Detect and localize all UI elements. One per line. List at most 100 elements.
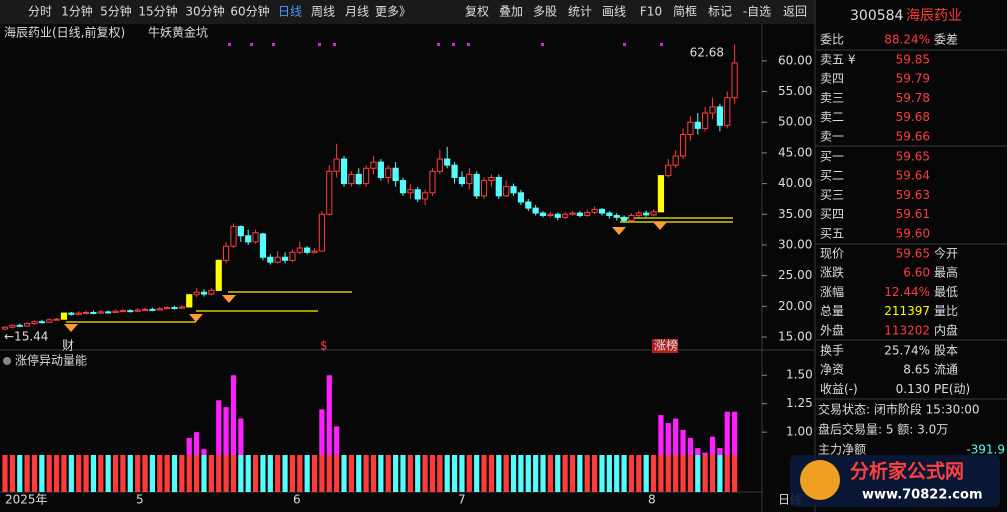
- candle-body: [267, 256, 274, 263]
- candle-body: [392, 167, 399, 182]
- row-value: 59.63: [896, 188, 930, 202]
- toolbar-item[interactable]: 返回: [783, 5, 807, 19]
- volume-bar: [186, 437, 192, 455]
- base-bar: [171, 455, 178, 492]
- base-bar: [282, 455, 288, 492]
- candle-body: [444, 158, 451, 166]
- candle-body: [326, 170, 333, 215]
- candle-body: [399, 180, 407, 194]
- toolbar-item[interactable]: 1分钟: [61, 4, 93, 19]
- row-label2: 内盘: [934, 322, 958, 337]
- candle-body: [237, 226, 244, 237]
- base-bar: [680, 455, 686, 492]
- candle-body: [97, 311, 104, 314]
- base-bar: [687, 455, 694, 492]
- base-bar: [186, 455, 192, 492]
- row-label: 换手: [820, 344, 844, 358]
- candle-body: [643, 212, 650, 216]
- volume-bar: [717, 448, 723, 455]
- toolbar-item[interactable]: 30分钟: [185, 4, 224, 19]
- row-label: 买四: [820, 207, 844, 221]
- base-bar: [2, 455, 8, 492]
- candle-body: [458, 176, 466, 185]
- candle-body: [724, 97, 731, 126]
- base-bar: [53, 455, 60, 492]
- base-bar: [378, 455, 384, 492]
- toolbar-item[interactable]: 标记: [708, 5, 732, 19]
- base-bar: [76, 455, 82, 492]
- volume-bar: [238, 418, 244, 455]
- diamond-icons: [64, 222, 667, 332]
- volume-bar: [216, 400, 222, 455]
- candle-body: [414, 189, 421, 200]
- row-value: 6.60: [903, 266, 930, 280]
- toolbar-item[interactable]: F10: [640, 5, 662, 19]
- top-dots: [228, 43, 663, 46]
- base-bar: [503, 455, 509, 492]
- volume-bar: [223, 407, 229, 455]
- toolbar-item[interactable]: 月线: [345, 5, 369, 19]
- toolbar-item[interactable]: 分时: [28, 5, 52, 19]
- watermark-url: www.70822.com: [862, 488, 983, 503]
- status-line: 交易状态: 闭市阶段 15:30:00: [818, 402, 980, 417]
- y-tick-label: 35.00: [778, 207, 812, 221]
- volume-bar: [702, 452, 708, 455]
- row-label: 现价: [820, 247, 844, 261]
- base-bar: [260, 455, 266, 492]
- y-tick-label: 1.50: [786, 368, 813, 382]
- base-bar: [334, 455, 340, 492]
- candle-body: [650, 211, 657, 216]
- candle-body: [200, 291, 208, 295]
- candle-body: [584, 211, 591, 217]
- candle-body: [503, 186, 510, 197]
- candle-body: [709, 106, 716, 114]
- row-label: 收益(-): [820, 382, 858, 396]
- row-label: 买一: [820, 150, 844, 164]
- row-value: 59.79: [896, 72, 930, 86]
- toolbar-item[interactable]: 15分钟: [138, 4, 177, 19]
- candle-body: [82, 311, 90, 314]
- toolbar-item[interactable]: 统计: [568, 5, 592, 19]
- base-bar: [297, 455, 303, 492]
- base-bar: [319, 455, 325, 492]
- base-bar: [444, 455, 450, 492]
- base-bar: [695, 455, 701, 492]
- candle-body: [46, 319, 53, 323]
- toolbar-item[interactable]: 简框: [673, 5, 697, 19]
- toolbar-item[interactable]: 画线: [602, 5, 626, 19]
- candle-body: [635, 212, 642, 217]
- toolbar-item[interactable]: 5分钟: [100, 4, 132, 19]
- volume-bar: [680, 429, 686, 455]
- y-tick-label: 60.00: [778, 53, 812, 67]
- toolbar-item[interactable]: -自选: [743, 5, 771, 19]
- base-bar: [157, 455, 163, 492]
- toolbar-item[interactable]: 复权: [465, 5, 489, 19]
- candle-body: [687, 121, 694, 136]
- chart-title: 海辰药业(日线,前复权): [4, 25, 125, 40]
- toolbar-item[interactable]: 60分钟: [230, 4, 269, 19]
- toolbar-item[interactable]: 周线: [311, 5, 335, 19]
- base-bar: [370, 455, 377, 492]
- indicator-name: 牛妖黄金坑: [148, 25, 208, 40]
- candle-body: [569, 212, 576, 215]
- candle-body: [289, 251, 296, 261]
- row-label2: 量比: [934, 304, 958, 318]
- candle-body: [141, 308, 149, 311]
- tag: 涨榜: [654, 338, 678, 353]
- row-value: 59.85: [896, 53, 930, 67]
- candle-body: [223, 245, 230, 261]
- base-bar: [717, 455, 723, 492]
- toolbar-item[interactable]: 叠加: [499, 5, 523, 19]
- base-bar: [238, 455, 244, 492]
- toolbar-item[interactable]: 日线: [278, 5, 302, 19]
- candle-body: [429, 170, 436, 194]
- toolbar-item[interactable]: 多股: [533, 5, 557, 19]
- base-bar: [230, 455, 237, 492]
- toolbar-item[interactable]: 更多》: [375, 5, 411, 19]
- base-bar: [31, 455, 38, 492]
- row-label: 净资: [820, 363, 844, 377]
- base-bar: [650, 455, 657, 492]
- row-label2: 股本: [934, 344, 958, 358]
